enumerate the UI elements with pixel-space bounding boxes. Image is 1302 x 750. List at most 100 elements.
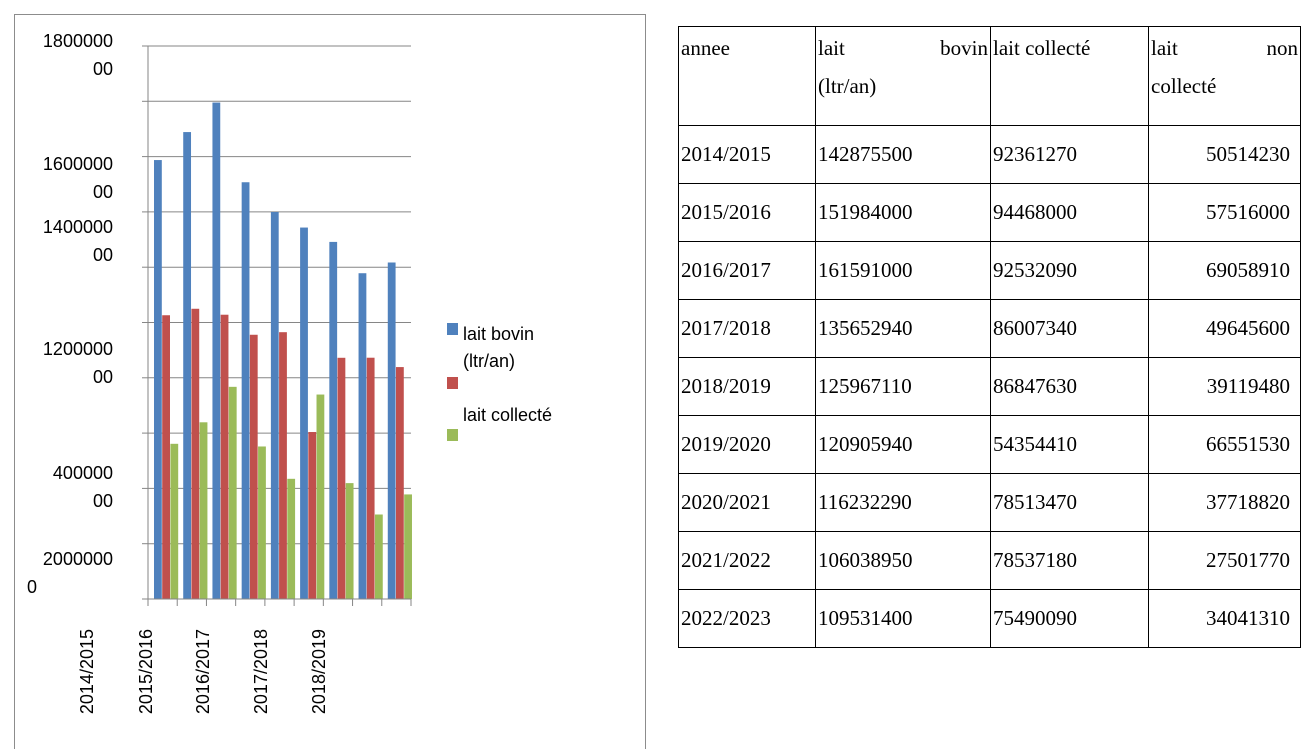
header-lait-bovin-line2: (ltr/an) <box>818 74 877 98</box>
legend-swatch-3 <box>447 429 458 441</box>
x-tick-label: 2018/2019 <box>309 629 329 714</box>
y-tick-label: 2000000 <box>43 549 113 569</box>
bar-1-3 <box>212 102 221 599</box>
bar-3-6 <box>316 394 325 599</box>
header-lait-non-word1: lait <box>1151 36 1178 60</box>
table-cell: 27501770 <box>1148 531 1301 590</box>
table-cell: 161591000 <box>815 241 991 300</box>
table-cell: 78537180 <box>990 531 1149 590</box>
bar-3-8 <box>374 514 383 599</box>
table-cell: 2018/2019 <box>678 357 816 416</box>
table-cell: 2017/2018 <box>678 299 816 358</box>
table-row: 2017/2018 135652940 86007340 49645600 <box>678 299 1301 358</box>
table-cell: 116232290 <box>815 473 991 532</box>
table-cell: 2015/2016 <box>678 183 816 242</box>
table-row: 2016/2017 161591000 92532090 69058910 <box>678 241 1301 300</box>
bar-3-3 <box>228 386 237 599</box>
table-cell: 75490090 <box>990 589 1149 648</box>
legend-swatch-1 <box>447 323 458 335</box>
bar-3-4 <box>258 446 266 599</box>
legend-label: (ltr/an) <box>463 351 515 371</box>
bar-3-1 <box>170 443 179 599</box>
table-cell: 120905940 <box>815 415 991 474</box>
legend-label: lait collecté <box>463 405 552 425</box>
header-lait-collecte: lait collecté <box>990 26 1149 126</box>
table-row: 2019/2020 120905940 54354410 66551530 <box>678 415 1301 474</box>
table-cell: 37718820 <box>1148 473 1301 532</box>
bar-2-7 <box>337 357 346 599</box>
y-tick-label-cont: 00 <box>93 367 113 387</box>
header-annee-text: annee <box>681 36 730 60</box>
table-cell: 2016/2017 <box>678 241 816 300</box>
table-cell: 39119480 <box>1148 357 1301 416</box>
header-lait-bovin-word1: lait <box>818 36 845 60</box>
header-lait-non-line2: collecté <box>1151 74 1217 98</box>
bar-1-6 <box>300 227 308 599</box>
table-cell: 54354410 <box>990 415 1149 474</box>
bar-1-1 <box>154 160 162 599</box>
table-cell: 66551530 <box>1148 415 1301 474</box>
bar-1-8 <box>358 273 367 599</box>
table-cell: 50514230 <box>1148 125 1301 184</box>
table-cell: 2014/2015 <box>678 125 816 184</box>
table-row: 2018/2019 125967110 86847630 39119480 <box>678 357 1301 416</box>
table-cell: 86007340 <box>990 299 1149 358</box>
table-row: 2015/2016 151984000 94468000 57516000 <box>678 183 1301 242</box>
bar-2-1 <box>162 315 170 599</box>
y-tick-label: 1200000 <box>43 339 113 359</box>
bar-2-4 <box>249 334 258 599</box>
header-lait-non-word2: non <box>1266 36 1299 60</box>
table-row: 2020/2021 116232290 78513470 37718820 <box>678 473 1301 532</box>
table-row: 2014/2015 142875500 92361270 50514230 <box>678 125 1301 184</box>
x-tick-label: 2015/2016 <box>136 629 156 714</box>
table-body: annee lait bovin (ltr/an) lait collecté … <box>678 26 1301 648</box>
bar-1-7 <box>329 241 338 599</box>
x-tick-label: 2017/2018 <box>251 629 271 714</box>
legend-swatch-2 <box>447 377 458 389</box>
x-tick-label: 2014/2015 <box>77 629 97 714</box>
table-cell: 142875500 <box>815 125 991 184</box>
table-cell: 86847630 <box>990 357 1149 416</box>
data-table: annee lait bovin (ltr/an) lait collecté … <box>678 26 1301 648</box>
header-lait-collecte-text: lait collecté <box>993 36 1091 60</box>
table-cell: 92361270 <box>990 125 1149 184</box>
bar-1-2 <box>183 132 192 599</box>
y-tick-label: 400000 <box>53 463 113 483</box>
bar-1-4 <box>241 182 250 599</box>
table-header-row: annee lait bovin (ltr/an) lait collecté … <box>678 26 1301 126</box>
table-cell: 2020/2021 <box>678 473 816 532</box>
table-row: 2021/2022 106038950 78537180 27501770 <box>678 531 1301 590</box>
bar-2-6 <box>308 432 317 599</box>
table-cell: 106038950 <box>815 531 991 590</box>
y-tick-label-cont: 00 <box>93 182 113 202</box>
header-lait-non-collecte: lait non collecté <box>1148 26 1301 126</box>
y-tick-label-cont: 00 <box>93 59 113 79</box>
header-lait-bovin-line1: lait bovin <box>818 29 988 67</box>
legend-label: lait bovin <box>463 324 534 344</box>
table-cell: 78513470 <box>990 473 1149 532</box>
table-cell: 125967110 <box>815 357 991 416</box>
bar-3-7 <box>345 483 354 599</box>
bar-2-2 <box>191 308 200 599</box>
bar-2-8 <box>366 357 375 599</box>
table-cell: 92532090 <box>990 241 1149 300</box>
table-cell: 109531400 <box>815 589 991 648</box>
bar-1-5 <box>270 212 279 600</box>
table-cell: 57516000 <box>1148 183 1301 242</box>
table-cell: 2022/2023 <box>678 589 816 648</box>
header-lait-bovin-word2: bovin <box>940 36 988 60</box>
bar-3-9 <box>404 494 412 599</box>
bar-3-5 <box>287 478 296 599</box>
table-cell: 34041310 <box>1148 589 1301 648</box>
table-row: 2022/2023 109531400 75490090 34041310 <box>678 589 1301 648</box>
y-tick-label-cont: 00 <box>93 245 113 265</box>
y-tick-label-cont: 00 <box>93 491 113 511</box>
header-lait-bovin: lait bovin (ltr/an) <box>815 26 991 126</box>
chart-frame: 1800000 00 1600000 00 1400000 00 1200000 00 4000… <box>14 14 646 749</box>
bar-3-2 <box>199 422 208 599</box>
y-tick-label-cont: 0 <box>27 577 37 597</box>
header-annee: annee <box>678 26 816 126</box>
x-tick-label: 2016/2017 <box>193 629 213 714</box>
y-tick-label: 1600000 <box>43 154 113 174</box>
bar-2-3 <box>220 314 229 599</box>
